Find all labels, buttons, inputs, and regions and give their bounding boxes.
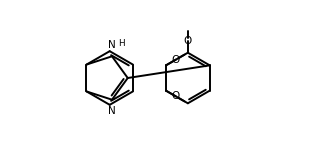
Text: H: H bbox=[118, 39, 125, 48]
Text: O: O bbox=[184, 36, 192, 46]
Text: O: O bbox=[172, 91, 180, 101]
Text: O: O bbox=[172, 55, 180, 65]
Text: N: N bbox=[108, 106, 116, 116]
Text: N: N bbox=[108, 40, 116, 50]
